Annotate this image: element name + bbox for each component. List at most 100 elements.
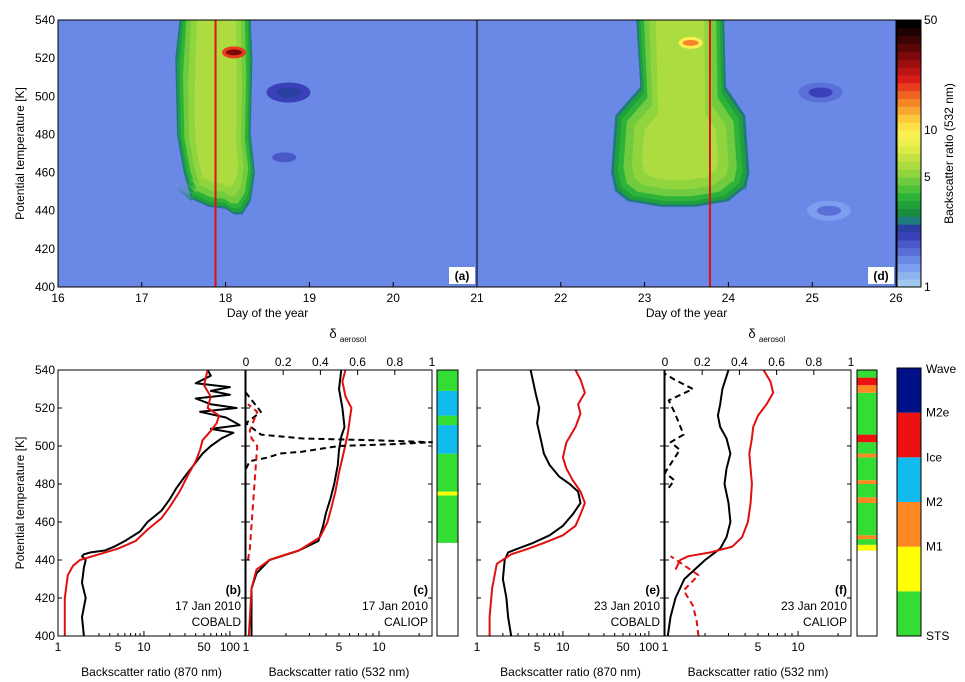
x-tick-label: 1 bbox=[55, 640, 62, 654]
strip-segment bbox=[437, 491, 458, 496]
colorbar-swatch bbox=[897, 224, 921, 233]
panel-date: 17 Jan 2010 bbox=[362, 599, 428, 613]
x-tick-label: 5 bbox=[755, 640, 762, 654]
top-x-tick-label: 0 bbox=[662, 355, 669, 369]
strip-segment bbox=[857, 480, 877, 484]
y-tick-label: 460 bbox=[35, 166, 55, 180]
colorbar-swatch bbox=[897, 208, 921, 217]
x-tick-label: 5 bbox=[534, 640, 541, 654]
strip-segment bbox=[857, 385, 877, 393]
class-swatch bbox=[897, 546, 921, 592]
profile-series-0 bbox=[501, 369, 582, 637]
colorbar-swatch bbox=[897, 279, 921, 288]
x-tick-label: 20 bbox=[387, 291, 401, 305]
strip-segment bbox=[857, 497, 877, 503]
x-tick-label: 24 bbox=[722, 291, 736, 305]
panel-c: 1 5 10 Backscatter ratio (532 nm) 0 0.2 0.4 0.6… bbox=[243, 326, 436, 679]
secondary-feature-core bbox=[272, 152, 297, 163]
strip-segment bbox=[437, 453, 458, 492]
class-label: M1 bbox=[926, 540, 943, 554]
profile-series-2 bbox=[245, 392, 433, 470]
class-label: M2e bbox=[926, 406, 950, 420]
colorbar-swatch bbox=[897, 200, 921, 209]
x-tick-label: 50 bbox=[616, 640, 630, 654]
y-tick-label: 500 bbox=[35, 89, 55, 103]
top-axis-label: δ bbox=[748, 326, 755, 341]
class-legend: STS M1 M2 Ice M2e Wave bbox=[896, 362, 957, 643]
strip-segment bbox=[857, 442, 877, 454]
class-swatch bbox=[897, 368, 921, 413]
y-tick-label: 400 bbox=[35, 629, 55, 643]
colorbar-swatch bbox=[897, 20, 921, 29]
top-x-tick-label: 0.8 bbox=[805, 355, 822, 369]
strip-segment bbox=[857, 453, 877, 458]
top-x-tick-label: 0.6 bbox=[349, 355, 366, 369]
colorbar-swatch bbox=[897, 59, 921, 68]
x-tick-label: 16 bbox=[51, 291, 65, 305]
top-x-tick-label: 1 bbox=[848, 355, 855, 369]
panel-label: (d) bbox=[873, 269, 888, 283]
class-label: M2 bbox=[926, 495, 943, 509]
plume-contour-5 bbox=[642, 20, 719, 181]
y-tick-label: 440 bbox=[35, 204, 55, 218]
plume-contour-5 bbox=[194, 20, 241, 187]
hot-spot bbox=[682, 39, 699, 46]
panel-a: 16 17 18 19 20 21 Day of the year (a) bbox=[51, 19, 484, 320]
profile-series-1 bbox=[674, 369, 775, 570]
y-tick-label: 500 bbox=[35, 439, 55, 453]
class-label: Wave bbox=[926, 362, 957, 376]
x-axis-label: Backscatter ratio (532 nm) bbox=[688, 665, 829, 679]
colorbar-swatch bbox=[897, 129, 921, 139]
y-tick-label: 520 bbox=[35, 51, 55, 65]
colorbar-swatch bbox=[897, 263, 921, 272]
colorbar-swatch bbox=[897, 82, 921, 92]
strip-segment bbox=[857, 484, 877, 498]
class-swatch bbox=[897, 412, 921, 458]
strip-segment bbox=[437, 542, 458, 636]
panel-instrument: CALIOP bbox=[803, 615, 847, 629]
x-axis-label: Backscatter ratio (870 nm) bbox=[500, 665, 641, 679]
axes-frame bbox=[476, 19, 897, 288]
x-tick-label: 5 bbox=[336, 640, 343, 654]
strip-segment bbox=[857, 457, 877, 481]
y-tick-label: 420 bbox=[35, 242, 55, 256]
y-axis-label: Potential temperature [K] bbox=[13, 437, 27, 570]
colorbar-tick-label: 50 bbox=[924, 13, 938, 27]
x-tick-label: 26 bbox=[889, 291, 903, 305]
strip-segment bbox=[437, 495, 458, 543]
colorbar-tick-label: 10 bbox=[924, 123, 938, 137]
x-tick-label: 21 bbox=[470, 291, 484, 305]
secondary-feature-core bbox=[276, 87, 301, 98]
colorbar-swatch bbox=[897, 106, 921, 115]
strip-segment bbox=[857, 392, 877, 435]
axes-background bbox=[246, 370, 432, 636]
x-tick-label: 100 bbox=[639, 640, 659, 654]
x-tick-label: 10 bbox=[137, 640, 151, 654]
top-axis-label-sub: aerosol bbox=[340, 335, 366, 344]
colorbar-swatch bbox=[897, 74, 921, 84]
strip-frame bbox=[856, 369, 878, 637]
x-axis-label: Backscatter ratio (532 nm) bbox=[269, 665, 410, 679]
colorbar-swatch bbox=[897, 153, 921, 162]
profile-series-0 bbox=[250, 369, 346, 636]
x-tick-label: 23 bbox=[638, 291, 652, 305]
class-swatch bbox=[897, 502, 921, 547]
class-swatch bbox=[897, 591, 921, 636]
panel-instrument: CALIOP bbox=[384, 615, 428, 629]
x-tick-label: 19 bbox=[303, 291, 317, 305]
colorbar-label: Backscatter ratio (532 nm) bbox=[942, 83, 956, 224]
colorbar-swatch bbox=[897, 169, 921, 178]
panel-label-box bbox=[868, 267, 894, 284]
strip-segment bbox=[437, 425, 458, 454]
strip-segment bbox=[857, 535, 877, 540]
panel-b: 1 5 10 50 100 Backscatter ratio (870 nm) (b) 17… bbox=[55, 369, 246, 679]
colorbar-swatch bbox=[897, 271, 921, 280]
strip-segment bbox=[437, 415, 458, 426]
x-axis-label: Day of the year bbox=[646, 306, 727, 320]
colorbar-swatch bbox=[897, 192, 921, 202]
panel-instrument: COBALD bbox=[611, 615, 661, 629]
profile-series-1 bbox=[63, 369, 221, 636]
colorbar-tick-label: 1 bbox=[924, 280, 931, 294]
secondary-feature-core bbox=[808, 87, 833, 98]
